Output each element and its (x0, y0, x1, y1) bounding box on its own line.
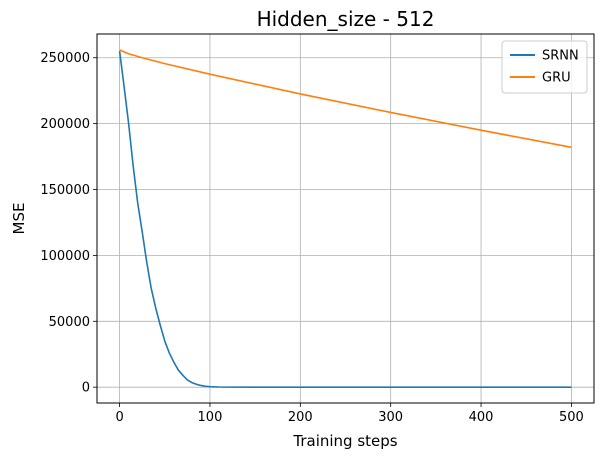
series-line-srnn (118, 51, 572, 388)
x-tick-label: 500 (559, 410, 584, 425)
series-line-gru (119, 49, 572, 149)
x-tick-label: 300 (378, 410, 403, 425)
plot-area-frame (96, 33, 595, 404)
y-tick-label: 250000 (40, 51, 90, 66)
x-tick-label: 100 (198, 410, 223, 425)
y-tick-label: 50000 (49, 315, 90, 330)
y-tick-label: 100000 (40, 249, 90, 264)
axis-ticks: 0 100 200 300 400 500 0 50000 100000 150000 200000… (40, 51, 583, 425)
y-tick-label: 200000 (40, 117, 90, 132)
x-tick-label: 400 (469, 410, 494, 425)
x-axis-label: Training steps (292, 432, 397, 450)
x-tick-label: 0 (115, 410, 123, 425)
series-lines (118, 49, 572, 388)
legend-label-gru: GRU (542, 71, 571, 86)
y-axis-label: MSE (10, 203, 28, 235)
legend-label-srnn: SRNN (542, 49, 579, 64)
grid (97, 34, 594, 403)
y-tick-label: 0 (82, 381, 90, 396)
x-tick-label: 200 (288, 410, 313, 425)
legend: SRNN GRU (501, 40, 588, 94)
y-tick-label: 150000 (40, 183, 90, 198)
chart-title: Hidden_size - 512 (257, 7, 435, 31)
